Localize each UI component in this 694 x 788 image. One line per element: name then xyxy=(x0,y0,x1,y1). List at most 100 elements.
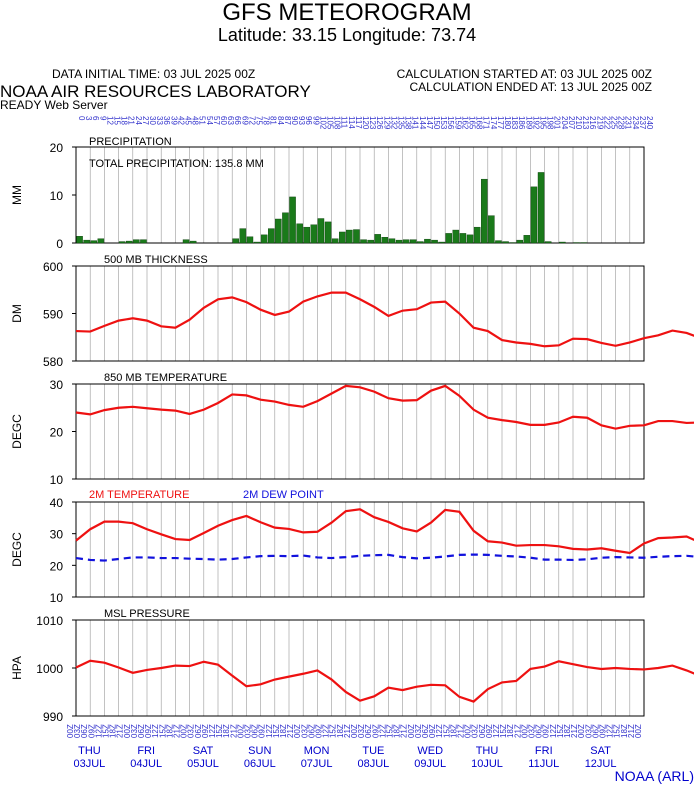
utc-time-label: 09Z xyxy=(428,724,437,738)
precip-bar xyxy=(253,241,261,244)
forecast-hour-label: 159 xyxy=(453,116,462,130)
forecast-hour-label: 66 xyxy=(233,116,242,125)
forecast-hour-label: 6 xyxy=(91,116,100,121)
precip-bar xyxy=(424,238,431,244)
utc-time-label: 03Z xyxy=(300,724,309,738)
utc-time-label: 09Z xyxy=(258,724,267,738)
y-tick-label: 10 xyxy=(50,189,64,203)
utc-time-label: 15Z xyxy=(556,724,565,738)
precip-bar xyxy=(395,239,403,244)
forecast-hour-label: 192 xyxy=(531,116,540,130)
location-subtitle: Latitude: 33.15 Longitude: 73.74 xyxy=(217,25,477,45)
forecast-hour-label: 144 xyxy=(418,116,427,130)
series-label-dewpoint: 2M DEW POINT xyxy=(243,489,324,501)
utc-time-label: 06Z xyxy=(80,724,89,738)
forecast-hour-label: 108 xyxy=(333,116,342,130)
precip-bar xyxy=(125,240,133,244)
forecast-hour-label: 42 xyxy=(176,116,185,125)
utc-time-label: 09Z xyxy=(371,724,380,738)
forecast-hour-label: 0 xyxy=(77,116,86,121)
forecast-hour-label: 84 xyxy=(276,116,285,125)
utc-time-label: 15Z xyxy=(158,724,167,738)
calculation-start: CALCULATION STARTED AT: 03 JUL 2025 00Z xyxy=(396,67,652,81)
utc-time-label: 21Z xyxy=(627,724,636,738)
utc-time-label: 12Z xyxy=(208,724,217,738)
y-tick-label: 10 xyxy=(50,473,64,487)
forecast-hour-label: 45 xyxy=(184,116,193,125)
forecast-hour-label: 3 xyxy=(84,116,93,121)
forecast-hour-label: 117 xyxy=(354,116,363,129)
date-label: 08JUL xyxy=(358,758,390,770)
utc-time-label: 12Z xyxy=(549,724,558,738)
forecast-hour-label: 222 xyxy=(602,116,611,130)
precip-bar xyxy=(289,196,296,244)
forecast-hour-label: 177 xyxy=(496,116,505,130)
forecast-hour-label: 33 xyxy=(155,116,164,125)
y-tick-label: 40 xyxy=(50,496,64,510)
forecast-hour-label: 9 xyxy=(98,116,107,121)
forecast-hour-label: 24 xyxy=(134,116,143,125)
utc-time-label: 06Z xyxy=(194,724,203,738)
utc-time-label: 18Z xyxy=(279,724,288,738)
forecast-hour-label: 147 xyxy=(425,116,434,130)
utc-time-label: 06Z xyxy=(137,724,146,738)
forecast-hour-label: 195 xyxy=(539,116,548,130)
y-axis-label: DEGC xyxy=(10,532,24,567)
day-label: THU xyxy=(476,745,499,757)
utc-time-label: 03Z xyxy=(528,724,537,738)
day-label: FRI xyxy=(535,745,553,757)
forecast-hour-label: 138 xyxy=(404,116,413,130)
date-label: 07JUL xyxy=(301,758,333,770)
utc-time-label: 15Z xyxy=(386,724,395,738)
y-tick-label: 30 xyxy=(50,528,64,542)
forecast-hour-label: 90 xyxy=(290,116,299,125)
forecast-hour-label: 30 xyxy=(148,116,157,125)
precip-bar xyxy=(310,224,318,244)
precip-bar xyxy=(559,241,566,244)
panel-title: PRECIPITATION xyxy=(89,136,172,148)
precip-bar xyxy=(438,241,445,244)
calculation-end: CALCULATION ENDED AT: 13 JUL 2025 00Z xyxy=(409,80,652,94)
utc-time-label: 18Z xyxy=(336,724,345,738)
forecast-hour-label: 123 xyxy=(368,116,377,130)
precip-bar xyxy=(296,223,303,244)
precip-bar xyxy=(339,231,346,244)
forecast-hour-label: 27 xyxy=(141,116,150,125)
forecast-hour-label: 57 xyxy=(212,116,221,125)
panel-title: 500 MB THICKNESS xyxy=(104,254,208,266)
forecast-hour-label: 96 xyxy=(304,116,313,125)
precip-bar xyxy=(459,233,467,244)
page-title: GFS METEOROGRAM xyxy=(222,0,472,26)
utc-time-label: 06Z xyxy=(307,724,316,738)
utc-time-label: 06Z xyxy=(364,724,373,738)
panel-title: MSL PRESSURE xyxy=(104,608,190,620)
series-line xyxy=(75,659,694,703)
precip-bar xyxy=(367,239,374,244)
precip-bar xyxy=(473,226,481,244)
credit-label: NOAA (ARL) xyxy=(614,768,694,784)
utc-time-label: 12Z xyxy=(94,724,103,738)
panel-frame xyxy=(75,501,645,598)
precip-bar xyxy=(388,238,396,244)
forecast-hour-label: 126 xyxy=(375,116,384,130)
date-label: 10JUL xyxy=(471,758,503,770)
utc-time-label: 18Z xyxy=(109,724,118,738)
y-axis-label: MM xyxy=(10,185,24,205)
precip-bar xyxy=(544,241,552,244)
precip-bar xyxy=(260,234,268,244)
precip-bar xyxy=(360,239,367,244)
day-label: THU xyxy=(78,745,101,757)
precip-bar xyxy=(331,238,339,244)
precip-bar xyxy=(488,215,495,244)
date-label: 03JUL xyxy=(74,758,106,770)
y-tick-label: 30 xyxy=(50,378,64,392)
day-label: MON xyxy=(304,745,330,757)
forecast-hour-label: 174 xyxy=(489,116,498,130)
forecast-hour-label: 81 xyxy=(269,116,278,125)
forecast-hour-label: 48 xyxy=(191,116,200,125)
date-label: 11JUL xyxy=(528,758,559,770)
utc-time-label: 21Z xyxy=(286,724,295,738)
utc-time-label: 09Z xyxy=(87,724,96,738)
forecast-hour-label: 54 xyxy=(205,116,214,125)
